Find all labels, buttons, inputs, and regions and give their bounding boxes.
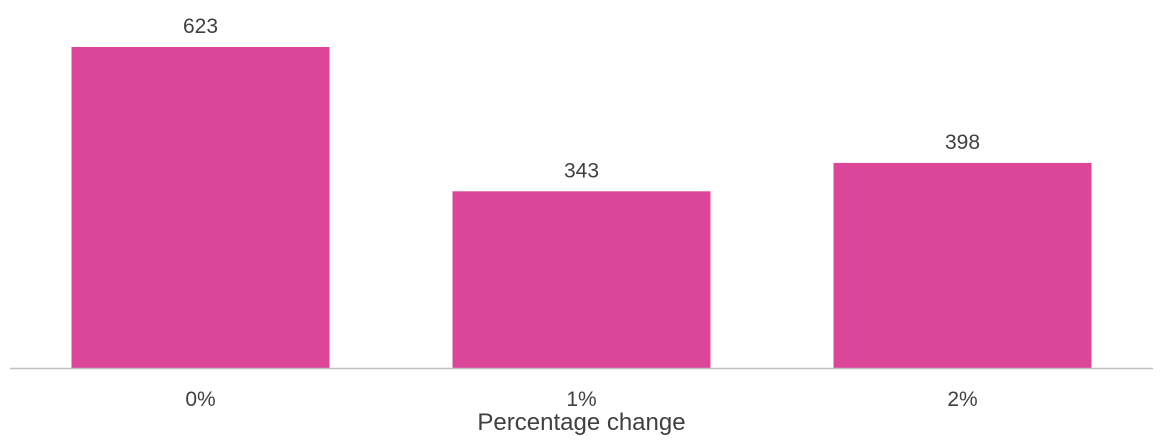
data-label: 398	[945, 131, 980, 154]
x-tick-label: 0%	[185, 388, 215, 411]
bar-2pct	[833, 162, 1092, 368]
bar-0pct	[71, 47, 330, 368]
x-axis-title: Percentage change	[477, 409, 685, 436]
x-tick-label: 1%	[566, 388, 596, 411]
data-label: 623	[183, 15, 218, 38]
bars-group	[71, 47, 1092, 368]
data-label: 343	[564, 159, 599, 182]
x-tick-labels-group: 0% 1% 2%	[185, 388, 977, 411]
bar-1pct	[452, 191, 711, 368]
data-labels-group: 623 343 398	[183, 15, 980, 182]
x-tick-label: 2%	[947, 388, 977, 411]
